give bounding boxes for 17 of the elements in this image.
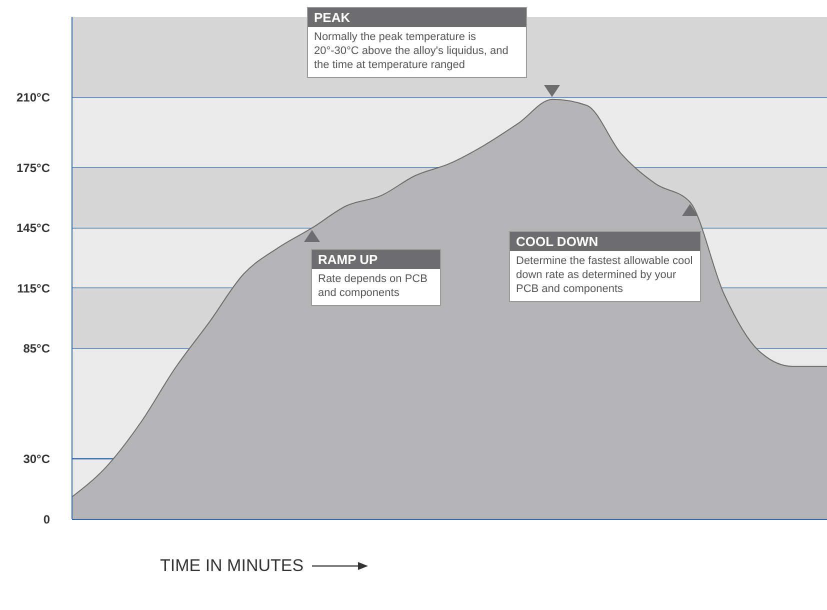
- y-tick-label: 85°C: [23, 342, 50, 356]
- y-tick-label: 30°C: [23, 452, 50, 466]
- annotation: Normally the peak temperature is 20°-30°C above the alloy's liquidus, and the time at temperature ranged: [313, 30, 510, 73]
- callout-box: RAMP UP Rate depends on PCB and components: [312, 250, 440, 305]
- y-tick-label: 0: [43, 512, 50, 526]
- y-tick-label: 210°C: [16, 90, 50, 105]
- callout-box: COOL DOWN Determine the fastest allowable cool down rate as determined by your PCB and components: [510, 232, 700, 301]
- x-axis-title: TIME IN MINUTES: [160, 556, 304, 576]
- annotation: RAMP UP: [312, 250, 440, 269]
- annotation: Determine the fastest allowable cool down rate as determined by your PCB and components: [515, 254, 694, 297]
- annotation: COOL DOWN: [510, 232, 700, 251]
- annotation: PEAK: [308, 8, 526, 27]
- y-tick-label: 175°C: [16, 160, 50, 175]
- y-tick-label: 115°C: [17, 281, 50, 296]
- callout-box: PEAK Normally the peak temperature is 20°-30°C above the alloy's liquidus, and the time at temperature ranged: [308, 8, 526, 77]
- annotation: Rate depends on PCB and components: [317, 272, 428, 301]
- y-tick-label: 145°C: [16, 221, 50, 236]
